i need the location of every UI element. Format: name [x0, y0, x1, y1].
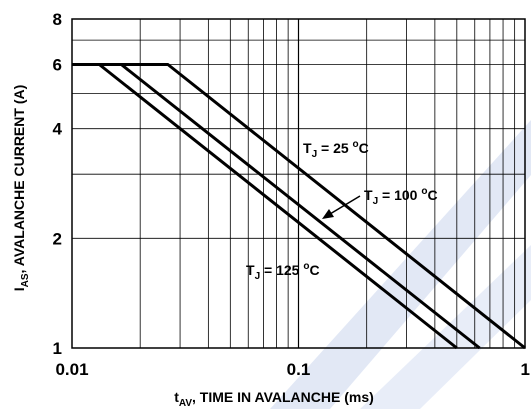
grid-lines	[72, 19, 525, 348]
x-tick-label: 0.01	[55, 360, 88, 379]
tick-labels: 0.01 0.1 1 1 2 4 6 8	[53, 10, 530, 379]
label-tj-25: TJ = 25 oC	[303, 139, 369, 160]
label-tj-100: TJ = 100 oC	[364, 186, 438, 207]
y-tick-label: 4	[53, 120, 63, 139]
plot-frame	[71, 18, 526, 349]
y-axis-label: IAS, AVALANCHE CURRENT (A)	[11, 85, 31, 292]
x-tick-label: 1	[521, 360, 530, 379]
label-tj-100-arrow	[322, 195, 361, 219]
y-tick-label: 1	[53, 339, 62, 358]
x-axis-label: tAV, TIME IN AVALANCHE (ms)	[174, 389, 374, 409]
y-tick-label: 2	[53, 229, 62, 248]
y-tick-label: 8	[53, 10, 62, 29]
label-tj-125: TJ = 125 oC	[246, 261, 320, 282]
series-line-2	[72, 63, 458, 350]
y-tick-label: 6	[53, 56, 62, 75]
series-layer	[72, 63, 526, 350]
watermark	[270, 120, 531, 409]
x-tick-label: 0.1	[287, 360, 311, 379]
